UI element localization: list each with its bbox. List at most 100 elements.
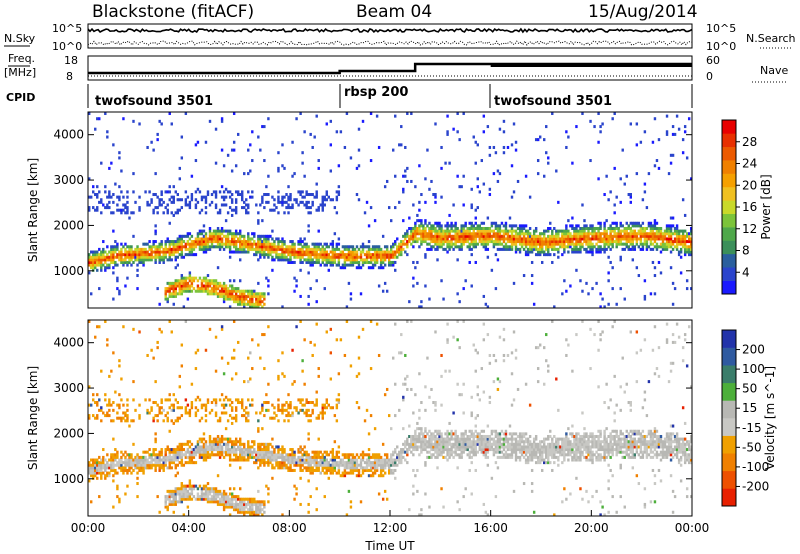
velocity-cell bbox=[261, 403, 264, 407]
power-cell bbox=[228, 240, 232, 244]
power-cell bbox=[470, 203, 473, 207]
power-cell bbox=[184, 253, 188, 257]
power-cell bbox=[641, 247, 645, 251]
velocity-cell bbox=[228, 513, 232, 517]
power-cell bbox=[118, 250, 121, 254]
power-cell bbox=[428, 234, 431, 238]
power-cell bbox=[210, 237, 214, 241]
power-cell bbox=[249, 292, 252, 296]
power-cell bbox=[257, 211, 260, 215]
power-cell bbox=[547, 229, 550, 233]
power-cell bbox=[112, 297, 115, 301]
velocity-cell bbox=[222, 398, 226, 402]
power-cell bbox=[581, 237, 584, 241]
power-cell bbox=[224, 287, 228, 291]
power-cell bbox=[178, 247, 182, 251]
power-cell bbox=[551, 245, 554, 249]
velocity-cell bbox=[194, 351, 198, 355]
power-cell bbox=[442, 229, 445, 233]
power-cell bbox=[416, 260, 419, 264]
power-cell bbox=[581, 229, 584, 233]
power-cell bbox=[383, 253, 387, 257]
power-cell bbox=[206, 247, 210, 251]
power-cell bbox=[432, 229, 435, 233]
power-cell bbox=[639, 237, 643, 241]
power-cell bbox=[160, 255, 163, 259]
power-cell bbox=[168, 247, 171, 251]
power-cell bbox=[88, 177, 91, 181]
power-cell bbox=[317, 206, 320, 210]
velocity-cell bbox=[277, 455, 280, 459]
power-cell bbox=[472, 245, 475, 249]
power-cell bbox=[466, 237, 469, 241]
power-cell bbox=[454, 245, 457, 249]
velocity-cell bbox=[164, 500, 167, 504]
power-cell bbox=[613, 229, 616, 233]
power-cell bbox=[444, 237, 447, 241]
power-cell bbox=[255, 245, 258, 249]
power-cell bbox=[683, 213, 687, 217]
power-cell bbox=[575, 240, 578, 244]
power-cell bbox=[575, 242, 578, 246]
velocity-cell bbox=[214, 489, 218, 493]
power-cell bbox=[585, 226, 588, 230]
velocity-cell bbox=[108, 401, 111, 405]
power-cell bbox=[331, 258, 335, 262]
power-cell bbox=[136, 250, 139, 254]
power-cell bbox=[510, 226, 514, 230]
velocity-cell bbox=[265, 450, 268, 454]
power-cell bbox=[633, 234, 637, 238]
power-cell bbox=[609, 234, 612, 238]
power-cell bbox=[553, 247, 556, 251]
power-cell bbox=[587, 237, 590, 241]
power-cell bbox=[476, 185, 479, 189]
power-cell bbox=[375, 250, 379, 254]
velocity-cell bbox=[337, 398, 341, 402]
power-cell bbox=[96, 208, 99, 212]
velocity-cell bbox=[323, 463, 326, 467]
power-cell bbox=[234, 247, 238, 251]
power-cell bbox=[639, 240, 643, 244]
velocity-cell bbox=[247, 500, 250, 504]
velocity-cell bbox=[333, 463, 337, 467]
power-cell bbox=[414, 185, 417, 189]
power-cell bbox=[136, 247, 139, 251]
power-cell bbox=[247, 172, 250, 176]
power-cell bbox=[88, 208, 91, 212]
power-cell bbox=[170, 250, 173, 254]
power-cell bbox=[472, 224, 475, 228]
velocity-cell bbox=[148, 411, 151, 415]
power-cell bbox=[398, 247, 401, 251]
velocity-cell bbox=[271, 476, 274, 480]
power-cell bbox=[575, 226, 578, 230]
velocity-cell bbox=[261, 333, 264, 337]
power-cell bbox=[222, 247, 226, 251]
velocity-cell bbox=[182, 513, 186, 517]
power-cell bbox=[398, 250, 401, 254]
power-cell bbox=[271, 245, 274, 249]
power-cell bbox=[174, 284, 177, 288]
power-cell bbox=[206, 287, 210, 291]
power-cell bbox=[607, 242, 610, 246]
power-cell bbox=[402, 187, 405, 191]
power-cell bbox=[132, 190, 135, 194]
velocity-cell bbox=[275, 414, 278, 418]
power-cell bbox=[667, 172, 671, 176]
power-cell bbox=[327, 245, 330, 249]
power-cell bbox=[394, 242, 397, 246]
velocity-cell bbox=[343, 474, 347, 478]
power-cell bbox=[651, 260, 655, 264]
velocity-cell bbox=[327, 466, 330, 470]
velocity-cell bbox=[106, 343, 109, 347]
power-cell bbox=[635, 234, 639, 238]
power-cell bbox=[528, 250, 532, 254]
velocity-cell bbox=[160, 401, 163, 405]
velocity-cell bbox=[257, 427, 260, 431]
power-cell bbox=[369, 206, 373, 210]
power-cell bbox=[174, 266, 177, 270]
power-cell bbox=[599, 292, 602, 296]
power-cell bbox=[351, 245, 355, 249]
velocity-cell bbox=[267, 445, 270, 449]
